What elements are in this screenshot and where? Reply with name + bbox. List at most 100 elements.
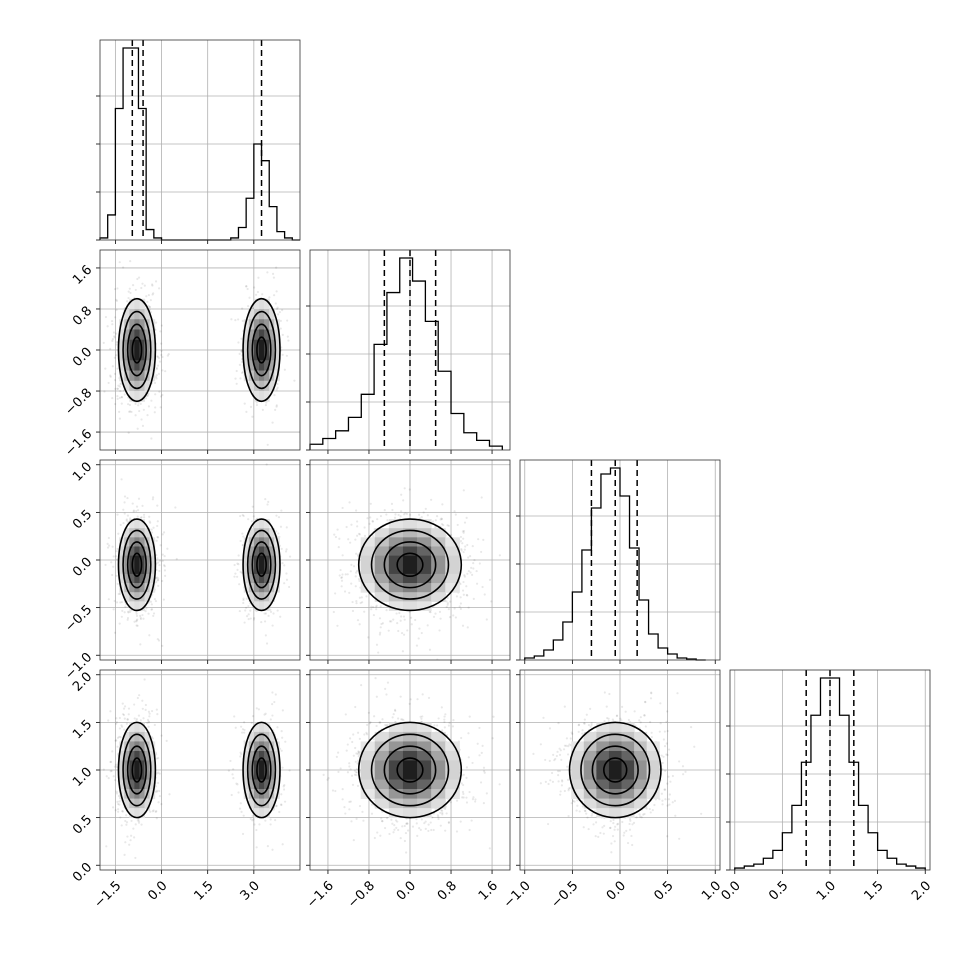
contour-level-2 xyxy=(591,745,639,795)
tick-marks xyxy=(306,305,493,454)
contour-level-3 xyxy=(122,529,152,600)
tick-marks xyxy=(726,725,926,874)
x-tick-label: −1.6 xyxy=(304,878,337,911)
contour-level-1 xyxy=(131,336,143,364)
y-tick-label: 0.5 xyxy=(70,812,95,837)
contour-level-3 xyxy=(246,733,277,807)
contour-level-3 xyxy=(246,310,277,390)
density-mode-1 xyxy=(117,297,157,403)
x-tick-label: 3.0 xyxy=(238,878,263,903)
panel-frame xyxy=(309,459,511,661)
panel-frame xyxy=(309,669,511,871)
x-tick-label: 1.5 xyxy=(192,878,217,903)
contour-level-1 xyxy=(256,552,267,577)
contour-level-4 xyxy=(357,518,463,612)
panel-frame xyxy=(519,459,721,661)
tick-marks xyxy=(516,674,716,874)
histogram-panel-2 xyxy=(306,249,511,454)
tick-marks xyxy=(96,674,255,874)
panel-frame xyxy=(99,249,301,451)
y-tick-label: −0.5 xyxy=(62,602,95,635)
y-tick-label: 0.0 xyxy=(70,555,95,580)
contour-level-3 xyxy=(122,310,152,390)
x-tick-label: 1.5 xyxy=(861,878,886,903)
scatter-panel-4-3 xyxy=(516,669,721,874)
contour-level-4 xyxy=(357,721,463,819)
histogram-steps xyxy=(524,467,706,661)
gridlines xyxy=(100,40,300,240)
histogram-panel-1 xyxy=(96,39,301,244)
contour-level-4 xyxy=(117,518,157,612)
density-mode-2 xyxy=(242,297,281,403)
panel-frame xyxy=(519,669,721,871)
panel-frame xyxy=(729,669,931,871)
density-mode-2 xyxy=(242,518,281,612)
contour-level-4 xyxy=(117,721,157,819)
tick-marks xyxy=(516,515,716,664)
histogram-panel-4 xyxy=(726,669,931,874)
panel-frame xyxy=(99,669,301,871)
tick-marks xyxy=(306,464,493,664)
x-tick-label: 2.0 xyxy=(909,878,934,903)
y-tick-label: 0.0 xyxy=(70,345,95,370)
contour-level-3 xyxy=(246,529,277,600)
contour-level-1 xyxy=(396,757,424,783)
contour-level-2 xyxy=(126,323,147,377)
contour-level-3 xyxy=(122,733,152,807)
contour-level-1 xyxy=(131,757,143,783)
contour-level-2 xyxy=(383,541,437,589)
contour-level-4 xyxy=(242,297,281,403)
y-tick-label: 1.0 xyxy=(70,459,95,484)
tick-marks xyxy=(306,674,493,874)
y-tick-label: 1.5 xyxy=(70,717,95,742)
contour-level-1 xyxy=(131,552,143,577)
contour-level-4 xyxy=(242,518,281,612)
tick-marks xyxy=(96,95,255,244)
scatter-panel-4-1 xyxy=(96,669,301,874)
x-tick-label: 0.0 xyxy=(145,878,170,903)
tick-marks xyxy=(96,464,255,664)
contour-level-1 xyxy=(256,336,267,364)
x-tick-label: −1.0 xyxy=(501,878,534,911)
y-tick-label: 1.6 xyxy=(70,263,95,288)
histogram-panel-3 xyxy=(516,459,721,664)
contour-level-2 xyxy=(383,745,437,795)
y-tick-label: 0.8 xyxy=(70,304,95,329)
contour-level-4 xyxy=(568,721,662,819)
x-tick-label: −0.5 xyxy=(548,878,581,911)
density-mode-2 xyxy=(242,721,281,819)
scatter-panel-3-1 xyxy=(96,459,301,664)
x-tick-label: 0.0 xyxy=(604,878,629,903)
x-tick-label: 0.0 xyxy=(719,878,744,903)
panel-frame xyxy=(309,249,511,451)
density-mode-1 xyxy=(568,721,662,819)
contour-level-4 xyxy=(117,297,157,403)
x-tick-label: 0.5 xyxy=(766,878,791,903)
contour-level-4 xyxy=(242,721,281,819)
contour-level-1 xyxy=(603,757,628,783)
x-tick-label: −1.5 xyxy=(91,878,124,911)
scatter-panel-2-1 xyxy=(96,249,301,454)
x-tick-label: 0.0 xyxy=(394,878,419,903)
contour-level-1 xyxy=(396,552,424,577)
contour-level-2 xyxy=(126,745,147,795)
contour-level-1 xyxy=(256,757,267,783)
x-tick-label: 1.0 xyxy=(814,878,839,903)
contour-level-2 xyxy=(126,541,147,589)
panels xyxy=(96,39,931,874)
contour-level-2 xyxy=(251,745,272,795)
tick-marks xyxy=(96,267,255,454)
tick-labels: −1.5 0.0 1.5 3.0 −1.6 −0.8 0.0 0.8 1.6 −1.0 −0.5 0.… xyxy=(62,263,934,912)
histogram-steps xyxy=(309,257,503,450)
contour-level-2 xyxy=(251,323,272,377)
y-tick-label: 1.0 xyxy=(70,765,95,790)
y-tick-label: 0.0 xyxy=(70,860,95,885)
density-mode-1 xyxy=(357,518,463,612)
y-tick-label: 0.5 xyxy=(70,507,95,532)
contour-level-3 xyxy=(580,733,651,807)
contour-level-3 xyxy=(370,733,450,807)
panel-frame xyxy=(99,459,301,661)
x-tick-label: −0.8 xyxy=(345,878,378,911)
scatter-panel-4-2 xyxy=(306,669,511,874)
